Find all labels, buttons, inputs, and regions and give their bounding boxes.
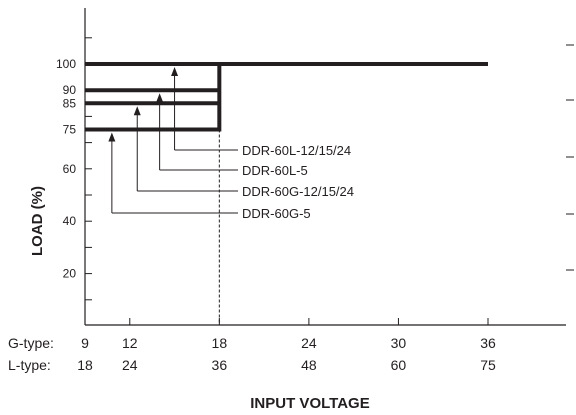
y-tick-label: 90 xyxy=(63,83,77,97)
x-tick-label: 24 xyxy=(122,357,138,373)
annotation-label: DDR-60G-12/15/24 xyxy=(242,184,354,199)
x-tick-label: 24 xyxy=(301,335,317,351)
annotation-arrowhead xyxy=(133,106,141,116)
annotation-3: DDR-60G-12/15/24 xyxy=(133,106,354,199)
x-row-label: L-type: xyxy=(8,357,51,373)
y-tick-label: 75 xyxy=(63,123,77,137)
annotation-arrowhead xyxy=(171,67,179,76)
y-tick-label: 40 xyxy=(63,214,77,228)
annotation-label: DDR-60L-5 xyxy=(242,163,308,178)
x-axis-title: INPUT VOLTAGE xyxy=(250,395,369,412)
x-tick-label: 12 xyxy=(122,335,138,351)
annotation-label: DDR-60L-12/15/24 xyxy=(242,143,351,158)
x-tick-label: 18 xyxy=(212,335,228,351)
x-tick-label: 36 xyxy=(212,357,228,373)
annotation-4: DDR-60G-5 xyxy=(108,132,311,221)
x-tick-label: 36 xyxy=(480,335,496,351)
y-tick-label: 85 xyxy=(63,96,77,110)
annotation-2: DDR-60L-5 xyxy=(156,93,308,178)
x-tick-label: 30 xyxy=(391,335,407,351)
x-tick-label: 18 xyxy=(77,357,93,373)
x-row-label: G-type: xyxy=(8,335,54,351)
x-tick-label: 9 xyxy=(81,335,89,351)
y-tick-label: 100 xyxy=(56,57,76,71)
annotation-arrowhead xyxy=(108,132,116,142)
x-tick-label: 75 xyxy=(480,357,496,373)
annotation-1: DDR-60L-12/15/24 xyxy=(171,67,351,158)
y-axis-title: LOAD (%) xyxy=(29,186,46,256)
annotation-arrowhead xyxy=(156,93,164,103)
y-tick-label: 60 xyxy=(63,162,77,176)
x-tick-label: 60 xyxy=(391,357,407,373)
y-tick-label: 20 xyxy=(63,267,77,281)
annotation-label: DDR-60G-5 xyxy=(242,206,311,221)
x-tick-label: 48 xyxy=(301,357,317,373)
